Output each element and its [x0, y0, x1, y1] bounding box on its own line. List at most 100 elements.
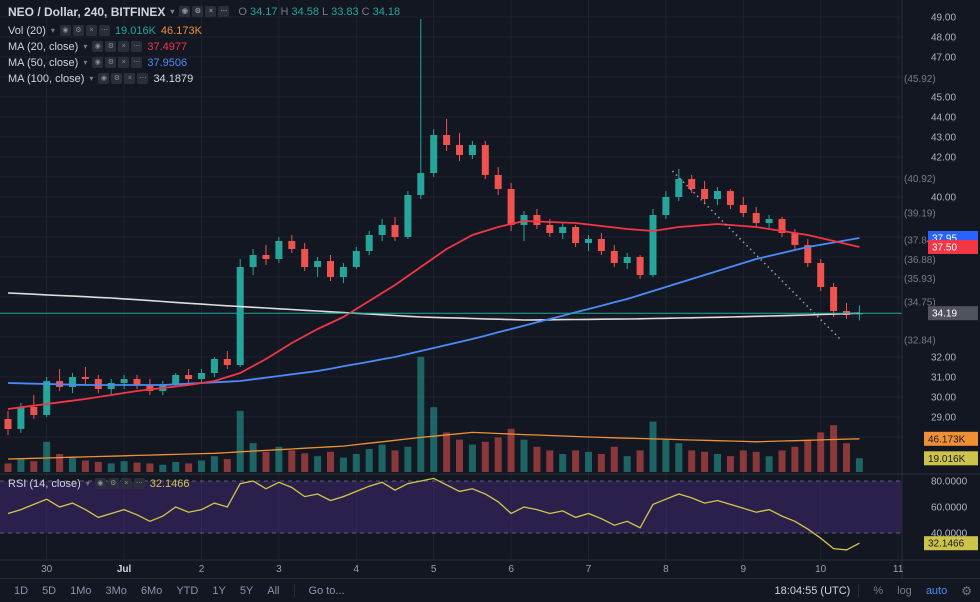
settings-icon[interactable]: ⚙ — [111, 73, 123, 84]
candlesticks — [4, 19, 863, 435]
range-button-all[interactable]: All — [267, 584, 280, 597]
svg-text:(32.84): (32.84) — [904, 336, 936, 347]
svg-text:44.00: 44.00 — [931, 113, 956, 124]
chevron-down-icon[interactable]: ▾ — [83, 58, 88, 67]
more-options-icon[interactable]: ⋯ — [137, 73, 149, 84]
svg-text:37.95: 37.95 — [932, 234, 957, 245]
rsi-line — [7, 477, 860, 551]
percent-scale-button[interactable]: % — [873, 584, 884, 597]
indicator-legend-row-rsi: RSI (14, close) ▾ ◉ ⚙ × ⋯ 32.1466 — [8, 477, 190, 490]
range-button-5d[interactable]: 5D — [42, 584, 57, 597]
indicator-label[interactable]: MA (100, close) — [8, 72, 85, 85]
ohlc-readout: O 34.17 H 34.58 L 33.83 C 34.18 — [238, 6, 400, 18]
moving-averages — [7, 220, 860, 410]
delete-icon[interactable]: × — [124, 73, 136, 84]
indicator-label[interactable]: MA (50, close) — [8, 56, 79, 69]
time-axis[interactable]: 30 Jul 2 3 4 5 6 7 8 9 10 11 — [41, 564, 904, 575]
clock[interactable]: 18:04:55 (UTC) — [774, 584, 851, 597]
visibility-icon[interactable]: ◉ — [94, 478, 106, 489]
open-value: 34.17 — [249, 5, 278, 18]
svg-text:8: 8 — [663, 564, 669, 575]
settings-icon[interactable]: ⚙ — [72, 25, 84, 36]
svg-text:5: 5 — [431, 564, 437, 575]
chevron-down-icon[interactable]: ▾ — [83, 42, 88, 51]
svg-text:(35.93): (35.93) — [904, 274, 936, 285]
visibility-icon[interactable]: ◉ — [92, 57, 104, 68]
rsi-value: 32.1466 — [149, 477, 190, 490]
delete-icon[interactable]: × — [205, 6, 217, 17]
indicator-legend-row-ma50: MA (50, close) ▾ ◉ ⚙ × ⋯ 37.9506 — [8, 56, 400, 69]
range-button-1mo[interactable]: 1Mo — [70, 584, 92, 597]
log-scale-button[interactable]: log — [897, 584, 912, 597]
svg-text:19.016K: 19.016K — [928, 454, 966, 465]
scale-controls: 18:04:55 (UTC) % log auto ⚙ — [775, 583, 972, 599]
range-button-6mo[interactable]: 6Mo — [140, 584, 163, 597]
range-button-ytd[interactable]: YTD — [176, 584, 199, 597]
settings-icon[interactable]: ⚙ — [107, 478, 119, 489]
ma100-value: 34.1879 — [153, 72, 194, 85]
svg-text:32.00: 32.00 — [931, 353, 956, 364]
delete-icon[interactable]: × — [120, 478, 132, 489]
delete-icon[interactable]: × — [118, 41, 130, 52]
range-button-3mo[interactable]: 3Mo — [105, 584, 127, 597]
settings-icon[interactable]: ⚙ — [105, 41, 117, 52]
trend-line[interactable] — [671, 170, 841, 340]
svg-text:34.19: 34.19 — [932, 309, 957, 320]
visibility-icon[interactable]: ◉ — [98, 73, 110, 84]
svg-text:29.00: 29.00 — [931, 413, 956, 424]
svg-text:47.00: 47.00 — [931, 53, 956, 64]
ma20-value: 37.4977 — [147, 40, 188, 53]
svg-text:49.00: 49.00 — [931, 13, 956, 24]
visibility-icon[interactable]: ◉ — [179, 6, 191, 17]
chevron-down-icon[interactable]: ▾ — [170, 7, 175, 16]
symbol-title[interactable]: NEO / Dollar, 240, BITFINEX — [8, 4, 166, 19]
visibility-icon[interactable]: ◉ — [92, 41, 104, 52]
svg-text:46.173K: 46.173K — [928, 434, 966, 445]
auto-scale-button[interactable]: auto — [925, 584, 948, 597]
more-options-icon[interactable]: ⋯ — [133, 478, 145, 489]
svg-text:(34.75): (34.75) — [904, 298, 936, 309]
more-options-icon[interactable]: ⋯ — [218, 6, 230, 17]
more-options-icon[interactable]: ⋯ — [131, 41, 143, 52]
indicator-label[interactable]: Vol (20) — [8, 24, 46, 37]
range-button-5y[interactable]: 5Y — [239, 584, 254, 597]
svg-text:(40.92): (40.92) — [904, 174, 936, 185]
settings-icon[interactable]: ⚙ — [192, 6, 204, 17]
indicator-buttons: ◉ ⚙ × ⋯ — [59, 25, 110, 36]
indicator-legend-row-ma20: MA (20, close) ▾ ◉ ⚙ × ⋯ 37.4977 — [8, 40, 400, 53]
delete-icon[interactable]: × — [85, 25, 97, 36]
more-options-icon[interactable]: ⋯ — [131, 57, 143, 68]
ma50-value: 37.9506 — [147, 56, 188, 69]
price-chart-svg[interactable]: 28.0029.0030.0031.0032.0040.0042.0043.00… — [0, 0, 980, 578]
goto-button[interactable]: Go to... — [308, 584, 345, 597]
chevron-down-icon[interactable]: ▾ — [85, 479, 90, 488]
delete-icon[interactable]: × — [118, 57, 130, 68]
svg-text:40.0000: 40.0000 — [931, 529, 968, 540]
settings-icon[interactable]: ⚙ — [105, 57, 117, 68]
svg-text:32.1466: 32.1466 — [928, 539, 965, 550]
chevron-down-icon[interactable]: ▾ — [89, 74, 94, 83]
settings-gear-icon[interactable]: ⚙ — [961, 583, 972, 598]
svg-text:(36.88): (36.88) — [904, 255, 936, 266]
svg-text:7: 7 — [586, 564, 592, 575]
range-button-1d[interactable]: 1D — [14, 584, 29, 597]
indicator-label[interactable]: MA (20, close) — [8, 40, 79, 53]
visibility-icon[interactable]: ◉ — [59, 25, 71, 36]
more-options-icon[interactable]: ⋯ — [98, 25, 110, 36]
svg-text:2: 2 — [199, 564, 205, 575]
svg-text:43.00: 43.00 — [931, 133, 956, 144]
indicator-legend-row-ma100: MA (100, close) ▾ ◉ ⚙ × ⋯ 34.1879 — [8, 72, 400, 85]
volume-current-value: 19.016K — [114, 24, 156, 37]
svg-text:40.00: 40.00 — [931, 193, 956, 204]
series-buttons: ◉ ⚙ × ⋯ — [179, 6, 230, 17]
svg-text:(37.84): (37.84) — [904, 236, 936, 247]
chevron-down-icon[interactable]: ▾ — [50, 26, 55, 35]
indicator-label[interactable]: RSI (14, close) — [8, 477, 81, 490]
range-button-1y[interactable]: 1Y — [212, 584, 226, 597]
chart-area[interactable]: 28.0029.0030.0031.0032.0040.0042.0043.00… — [0, 0, 980, 578]
toolbar-divider — [293, 584, 295, 597]
indicator-buttons: ◉ ⚙ × ⋯ — [92, 57, 143, 68]
indicator-buttons: ◉ ⚙ × ⋯ — [98, 73, 149, 84]
